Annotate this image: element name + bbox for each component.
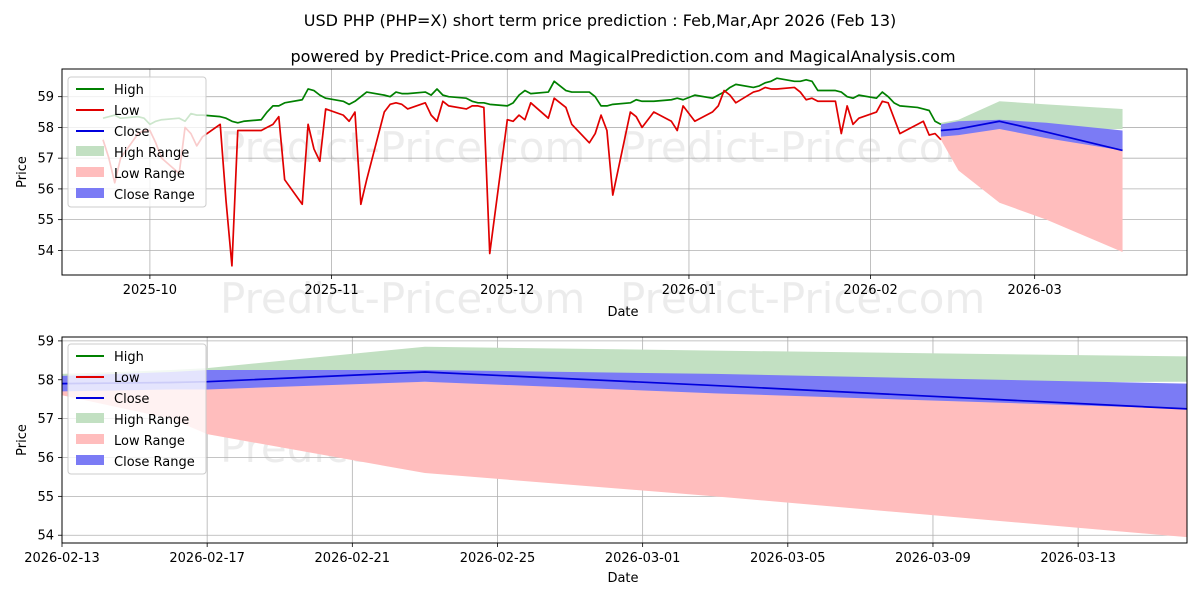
range-bands <box>940 101 1123 252</box>
y-tick-label: 58 <box>37 121 54 136</box>
chart-subtitle: powered by Predict-Price.com and Magical… <box>290 47 955 66</box>
x-axis-label: Date <box>607 571 638 586</box>
plot-frame <box>61 336 1188 544</box>
y-tick-label: 55 <box>37 213 54 228</box>
x-tick-label: 2026-02-21 <box>315 551 391 566</box>
x-tick-label: 2025-10 <box>123 283 177 298</box>
x-tick-label: 2026-03-09 <box>895 551 971 566</box>
legend-low-label: Low <box>114 371 140 386</box>
plot-frame <box>61 68 1188 276</box>
x-tick-label: 2026-02-25 <box>460 551 536 566</box>
legend-close-range-label: Close Range <box>114 188 195 203</box>
x-tick-label: 2026-02 <box>843 283 897 298</box>
low-range-band <box>940 128 1123 252</box>
low-line <box>102 86 942 267</box>
watermark-text: Predict-Price.com <box>220 274 585 323</box>
legend: High Low Close High Range Low Range Clos… <box>67 343 207 475</box>
x-tick-label: 2025-12 <box>480 283 534 298</box>
x-tick-label: 2026-02-13 <box>24 551 100 566</box>
legend-high-range-swatch <box>76 146 104 156</box>
forecast-chart: Predict-Price.com Predict-Price.com 2026… <box>15 334 1188 586</box>
axis-ticks: 2025-10 2025-11 2025-12 2026-01 2026-02 2026-… <box>37 90 1061 298</box>
x-tick-label: 2025-11 <box>304 283 358 298</box>
watermark-text: Predict-Price.com <box>620 123 985 172</box>
x-axis-label: Date <box>607 305 638 320</box>
series-lines <box>102 77 1123 267</box>
legend-high-label: High <box>114 350 144 365</box>
low-range-band <box>62 381 1187 538</box>
legend-high-range-label: High Range <box>114 413 189 428</box>
legend-low-range-swatch <box>76 167 104 177</box>
y-tick-label: 57 <box>37 412 54 427</box>
y-axis-label: Price <box>15 424 30 456</box>
y-tick-label: 58 <box>37 373 54 388</box>
axis-ticks: 2026-02-13 2026-02-17 2026-02-21 2026-02-25… <box>24 334 1116 566</box>
chart-title: USD PHP (PHP=X) short term price predict… <box>304 11 897 30</box>
legend: High Low Close High Range Low Range Clos… <box>67 76 207 208</box>
legend-high-range-swatch <box>76 413 104 423</box>
legend-close-range-label: Close Range <box>114 455 195 470</box>
y-tick-label: 55 <box>37 490 54 505</box>
close-range-band <box>940 119 1123 151</box>
x-tick-label: 2026-03-13 <box>1040 551 1116 566</box>
y-tick-label: 54 <box>37 529 54 544</box>
legend-low-label: Low <box>114 104 140 119</box>
y-tick-label: 56 <box>37 451 54 466</box>
x-tick-label: 2026-02-17 <box>169 551 245 566</box>
y-axis-label: Price <box>15 156 30 188</box>
legend-high-label: High <box>114 83 144 98</box>
legend-low-range-label: Low Range <box>114 434 185 449</box>
legend-close-range-swatch <box>76 188 104 198</box>
history-chart: Predict-Price.com Predict-Price.com Pred… <box>15 68 1188 323</box>
y-tick-label: 57 <box>37 152 54 167</box>
watermark-text: Predict-Price.com <box>620 274 985 323</box>
y-tick-label: 56 <box>37 182 54 197</box>
x-tick-label: 2026-03 <box>1007 283 1061 298</box>
y-tick-label: 54 <box>37 244 54 259</box>
legend-low-range-label: Low Range <box>114 167 185 182</box>
watermark-text: Predict-Price.com <box>220 123 585 172</box>
close-line <box>940 120 1123 152</box>
legend-close-label: Close <box>114 125 149 140</box>
legend-close-range-swatch <box>76 455 104 465</box>
x-tick-label: 2026-01 <box>662 283 716 298</box>
legend-low-range-swatch <box>76 434 104 444</box>
y-tick-label: 59 <box>37 90 54 105</box>
x-tick-label: 2026-03-05 <box>750 551 826 566</box>
legend-high-range-label: High Range <box>114 146 189 161</box>
close-range-band <box>62 370 1187 409</box>
y-tick-label: 59 <box>37 334 54 349</box>
x-tick-label: 2026-03-01 <box>605 551 681 566</box>
high-line <box>102 77 942 126</box>
legend-close-label: Close <box>114 392 149 407</box>
